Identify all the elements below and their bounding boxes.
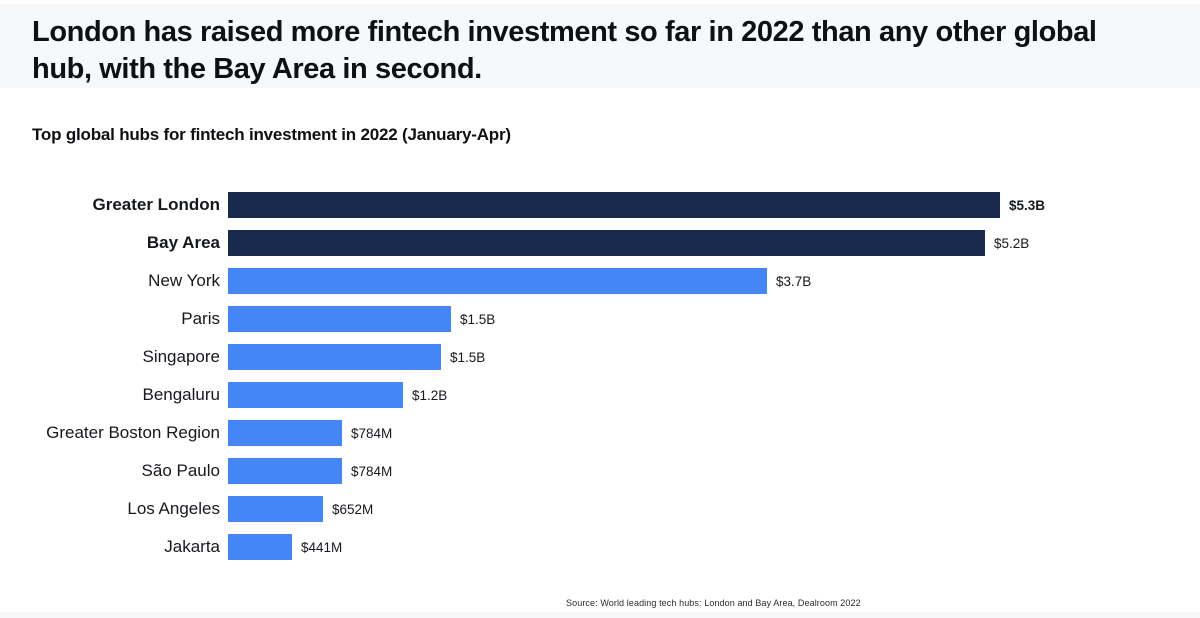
category-label: Greater London bbox=[92, 195, 220, 214]
value-label: $5.2B bbox=[994, 235, 1030, 251]
category-label: São Paulo bbox=[141, 461, 220, 480]
bar bbox=[228, 306, 451, 332]
bar bbox=[228, 268, 767, 294]
page-title-line-1: London has raised more fintech investmen… bbox=[32, 16, 1097, 48]
value-label: $652M bbox=[332, 501, 374, 517]
bar bbox=[228, 344, 441, 370]
chart-row: Bay Area $5.2B bbox=[0, 230, 1200, 256]
category-label: Paris bbox=[181, 309, 220, 328]
chart-row: Bengaluru $1.2B bbox=[0, 382, 1200, 408]
chart-row: Greater London $5.3B bbox=[0, 192, 1200, 218]
category-label: New York bbox=[148, 271, 220, 290]
chart-row: New York $3.7B bbox=[0, 268, 1200, 294]
chart-row: Greater Boston Region $784M bbox=[0, 420, 1200, 446]
bar bbox=[228, 382, 403, 408]
value-label: $3.7B bbox=[776, 273, 812, 289]
value-label: $1.2B bbox=[412, 387, 448, 403]
bar bbox=[228, 192, 1000, 218]
value-label: $784M bbox=[351, 425, 393, 441]
category-label: Greater Boston Region bbox=[46, 423, 220, 442]
category-label: Los Angeles bbox=[127, 499, 220, 518]
chart-row: Jakarta $441M bbox=[0, 534, 1200, 560]
category-label: Bengaluru bbox=[142, 385, 220, 404]
category-label: Bay Area bbox=[146, 233, 220, 252]
bar bbox=[228, 534, 292, 560]
value-label: $441M bbox=[301, 539, 343, 555]
bar bbox=[228, 420, 342, 446]
source-note: Source: World leading tech hubs: London … bbox=[566, 598, 861, 608]
value-label: $5.3B bbox=[1009, 197, 1046, 213]
category-label: Jakarta bbox=[164, 537, 220, 556]
page-title-line-2: hub, with the Bay Area in second. bbox=[32, 53, 482, 85]
chart-title: Top global hubs for fintech investment i… bbox=[32, 125, 511, 144]
value-label: $1.5B bbox=[460, 311, 496, 327]
chart-row: São Paulo $784M bbox=[0, 458, 1200, 484]
bar bbox=[228, 496, 323, 522]
category-label: Singapore bbox=[142, 347, 220, 366]
value-label: $1.5B bbox=[450, 349, 486, 365]
page-title: London has raised more fintech investmen… bbox=[32, 14, 1097, 88]
bar bbox=[228, 458, 342, 484]
header-band: London has raised more fintech investmen… bbox=[0, 4, 1200, 88]
chart-row: Singapore $1.5B bbox=[0, 344, 1200, 370]
chart-row: Los Angeles $652M bbox=[0, 496, 1200, 522]
bar bbox=[228, 230, 985, 256]
bar-chart: Greater London $5.3B Bay Area $5.2B New … bbox=[0, 192, 1200, 572]
chart-row: Paris $1.5B bbox=[0, 306, 1200, 332]
footer-band bbox=[0, 612, 1200, 618]
value-label: $784M bbox=[351, 463, 393, 479]
